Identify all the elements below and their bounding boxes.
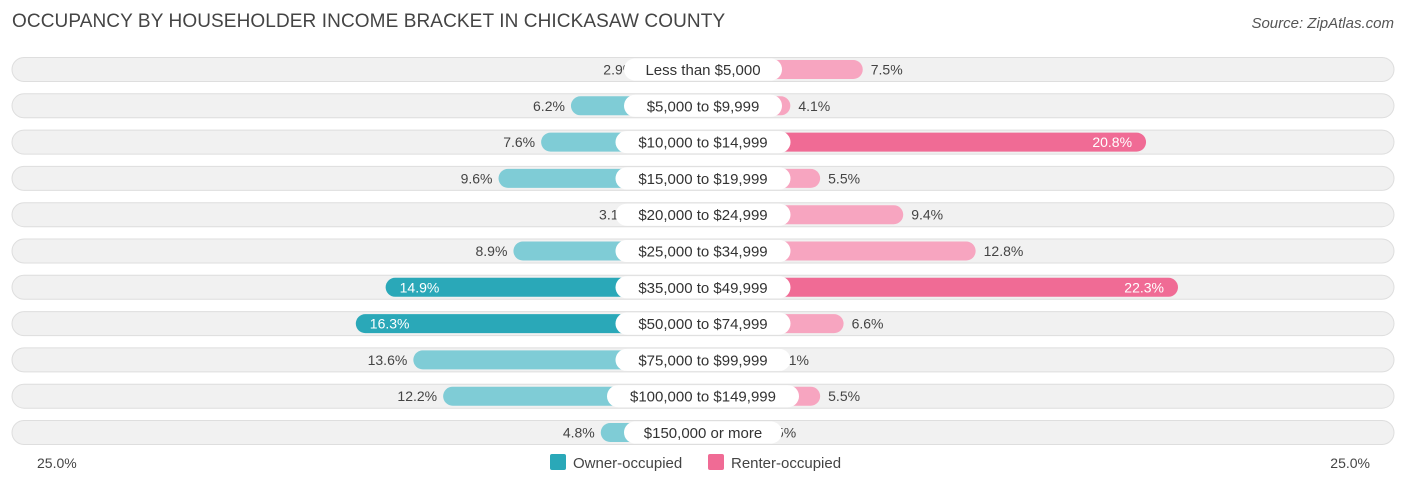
category-label-pill [615, 312, 791, 335]
renter-bar [703, 132, 1147, 152]
renter-value-label: 9.4% [911, 207, 943, 223]
renter-value-label: 5.5% [828, 170, 860, 186]
legend-swatch-renter [708, 454, 724, 470]
category-label-pill [624, 421, 782, 444]
renter-value-label: 20.8% [1092, 134, 1132, 150]
category-label: $150,000 or more [644, 425, 762, 442]
owner-value-label: 16.3% [370, 316, 410, 332]
category-label: $35,000 to $49,999 [638, 280, 767, 297]
owner-value-label: 14.9% [400, 279, 440, 295]
owner-value-label: 4.8% [563, 425, 595, 441]
category-label: $75,000 to $99,999 [638, 352, 767, 369]
renter-value-label: 12.8% [984, 243, 1024, 259]
category-label: $20,000 to $24,999 [638, 207, 767, 224]
renter-value-label: 5.5% [828, 388, 860, 404]
category-label: $5,000 to $9,999 [647, 98, 760, 115]
category-label-pill [624, 94, 782, 117]
legend-label-renter: Renter-occupied [731, 455, 841, 472]
category-label-pill [624, 58, 782, 81]
category-label-pill [615, 240, 791, 262]
legend-label-owner: Owner-occupied [573, 455, 682, 472]
renter-value-label: 4.1% [798, 98, 830, 114]
category-label: $25,000 to $34,999 [638, 244, 767, 261]
category-label: Less than $5,000 [645, 62, 760, 79]
owner-value-label: 12.2% [397, 388, 437, 404]
category-label: $100,000 to $149,999 [630, 389, 776, 406]
chart-title: OCCUPANCY BY HOUSEHOLDER INCOME BRACKET … [12, 11, 726, 32]
renter-value-label: 22.3% [1124, 279, 1164, 295]
owner-value-label: 8.9% [476, 243, 508, 259]
category-label-pill [615, 276, 791, 299]
renter-bar [703, 277, 1178, 297]
owner-value-label: 9.6% [461, 170, 493, 186]
category-label-pill [615, 167, 791, 190]
category-label-pill [615, 131, 791, 154]
owner-bar [355, 314, 703, 334]
category-label-pill [607, 385, 799, 408]
renter-value-label: 6.6% [852, 316, 884, 332]
source-note: Source: ZipAtlas.com [1251, 15, 1394, 32]
category-label-pill [615, 203, 791, 226]
axis-right-label: 25.0% [1330, 455, 1370, 471]
category-label: $50,000 to $74,999 [638, 316, 767, 333]
category-label-pill [615, 348, 791, 371]
category-label: $10,000 to $14,999 [638, 135, 767, 152]
legend-swatch-owner [550, 454, 566, 470]
owner-value-label: 13.6% [368, 352, 408, 368]
owner-value-label: 7.6% [503, 134, 535, 150]
category-label: $15,000 to $19,999 [638, 171, 767, 188]
owner-value-label: 6.2% [533, 98, 565, 114]
renter-value-label: 7.5% [871, 62, 903, 78]
axis-left-label: 25.0% [37, 455, 77, 471]
